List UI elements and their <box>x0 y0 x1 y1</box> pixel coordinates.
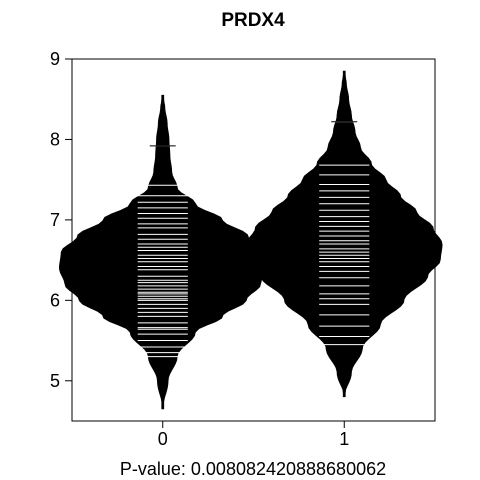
y-tick-label: 8 <box>50 129 60 149</box>
x-tick-label: 1 <box>339 429 349 449</box>
y-tick-label: 5 <box>50 371 60 391</box>
y-tick-label: 7 <box>50 210 60 230</box>
y-tick-label: 6 <box>50 290 60 310</box>
bean-1 <box>245 70 443 398</box>
plot-area <box>59 70 443 410</box>
chart-title: PRDX4 <box>221 10 285 31</box>
x-tick-label: 0 <box>158 429 168 449</box>
axes: 5 6 7 8 9 0 1 <box>50 49 436 449</box>
x-axis-label: P-value: 0.008082420888680062 <box>120 459 386 479</box>
plot-frame <box>71 58 436 422</box>
y-tick-label: 9 <box>50 49 60 69</box>
bean-0 <box>59 94 267 410</box>
